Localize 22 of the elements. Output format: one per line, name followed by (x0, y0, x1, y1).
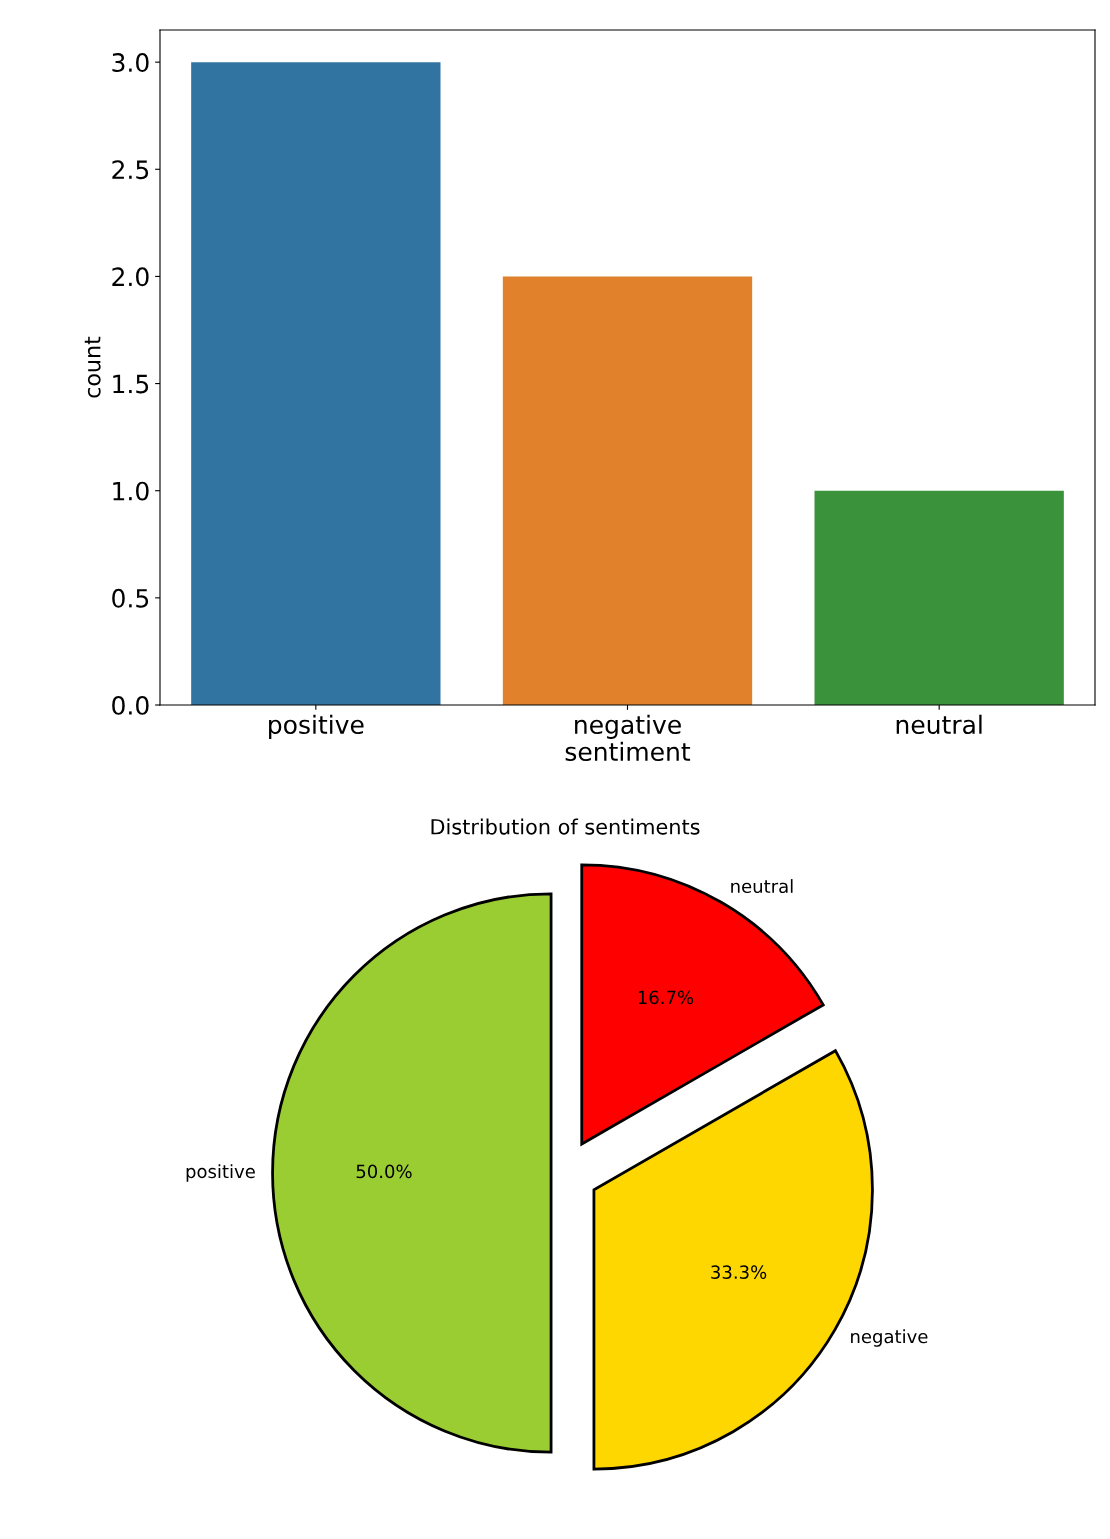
slice-label: positive (186, 1164, 255, 1182)
y-tick-label: 1.0 (113, 481, 149, 501)
y-tick-label: 2.0 (112, 267, 149, 287)
bar (502, 276, 753, 705)
y-tick-label: 0.5 (112, 588, 149, 608)
bar (814, 490, 1064, 705)
data-label: 16.7% (638, 990, 694, 1005)
y-tick-label: 0.0 (112, 695, 149, 715)
y-tick-label: 1.5 (113, 374, 149, 394)
data-label: 50.0% (356, 1164, 412, 1179)
slice-label: neutral (731, 879, 793, 894)
bar (191, 62, 441, 705)
y-axis-title: count (84, 336, 101, 398)
x-tick-label: positive (269, 714, 364, 739)
data-label: 33.3% (711, 1265, 767, 1279)
x-tick-label: negative (575, 714, 681, 739)
chart-title: Distribution of sentiments (431, 818, 700, 835)
x-tick-label: neutral (896, 714, 982, 735)
y-tick-label: 3.0 (112, 53, 149, 72)
x-axis-title: sentiment (565, 741, 691, 762)
y-tick-label: 2.5 (112, 160, 149, 180)
slice-label: negative (851, 1329, 928, 1347)
